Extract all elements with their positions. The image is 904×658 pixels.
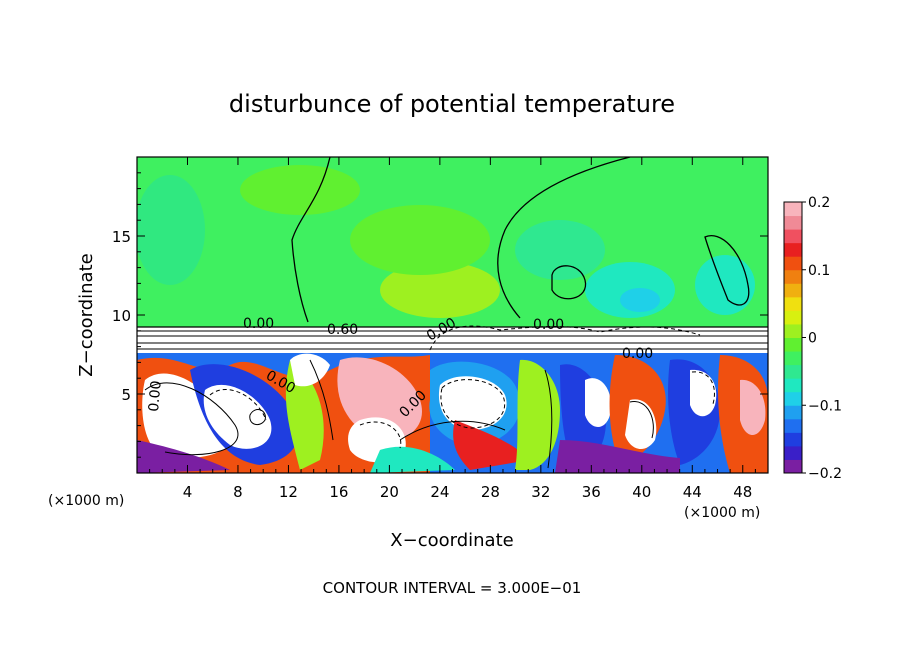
x-tick-label: 12 (279, 483, 298, 501)
contour-label: 0.00 (146, 380, 165, 412)
chart-title: disturbunce of potential temperature (229, 90, 675, 118)
x-tick-label: 24 (430, 483, 449, 501)
colorbar-swatch (784, 391, 802, 406)
colorbar-swatch (784, 269, 802, 284)
y-axis: 5 10 15 (112, 172, 768, 458)
x-tick-label: 8 (233, 483, 243, 501)
colorbar-swatch (784, 310, 802, 325)
x-unit-right: (×1000 m) (684, 505, 760, 521)
x-tick-label: 48 (733, 483, 752, 501)
colorbar: 0.2 0.1 0 −0.1 −0.2 (783, 195, 842, 482)
x-tick-label: 44 (683, 483, 702, 501)
colorbar-swatch (784, 364, 802, 379)
temperature-field (137, 157, 768, 473)
y-tick-label: 5 (121, 386, 131, 404)
x-tick-label: 20 (380, 483, 399, 501)
colorbar-swatch (784, 296, 802, 311)
colorbar-swatch (784, 202, 802, 217)
colorbar-tick-label: −0.2 (808, 466, 842, 482)
colorbar-tick-label: 0.1 (808, 263, 830, 279)
contour-label: 0.00 (533, 317, 564, 333)
x-unit-left: (×1000 m) (48, 493, 124, 509)
x-axis-label: X−coordinate (390, 530, 513, 551)
colorbar-swatch (784, 283, 802, 298)
x-tick-label: 4 (183, 483, 193, 501)
colorbar-swatch (784, 378, 802, 393)
colorbar-tick-label: 0.2 (808, 195, 830, 211)
colorbar-swatch (784, 323, 802, 338)
colorbar-swatch (784, 337, 802, 352)
contour-interval-footer: CONTOUR INTERVAL = 3.000E−01 (323, 579, 582, 597)
contour-label: 0.00 (622, 346, 653, 362)
contour-label: 0.00 (243, 316, 274, 332)
colorbar-swatch (784, 229, 802, 244)
colorbar-swatch (784, 445, 802, 460)
colorbar-swatch (784, 215, 802, 230)
colorbar-swatch (784, 256, 802, 271)
colorbar-swatch (784, 432, 802, 447)
x-tick-label: 40 (632, 483, 651, 501)
y-tick-label: 15 (112, 228, 131, 246)
colorbar-swatch (784, 405, 802, 420)
colorbar-swatch (784, 351, 802, 366)
colorbar-swatch (784, 459, 802, 474)
colorbar-tick-label: −0.1 (808, 398, 842, 414)
x-tick-label: 32 (531, 483, 550, 501)
x-axis: 4 8 12 16 20 24 28 32 36 40 44 48 (149, 157, 756, 501)
colorbar-swatch (784, 418, 802, 433)
x-tick-label: 28 (481, 483, 500, 501)
contour-label: 0.60 (327, 322, 358, 338)
colorbar-tick-label: 0 (808, 331, 817, 347)
colorbar-swatch (784, 242, 802, 257)
x-tick-label: 16 (329, 483, 348, 501)
x-tick-label: 36 (582, 483, 601, 501)
y-axis-label: Z−coordinate (76, 253, 97, 376)
y-tick-label: 10 (112, 307, 131, 325)
